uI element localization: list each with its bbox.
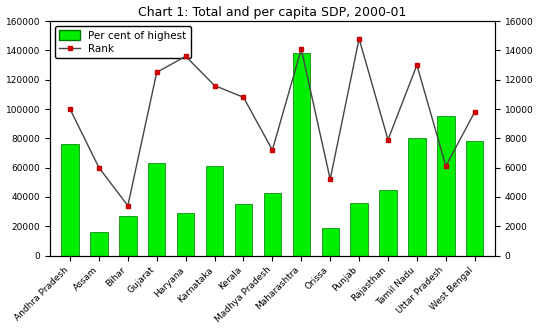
Bar xyxy=(264,192,281,255)
Bar xyxy=(322,228,339,255)
Title: Chart 1: Total and per capita SDP, 2000-01: Chart 1: Total and per capita SDP, 2000-… xyxy=(138,6,406,18)
Bar xyxy=(119,216,136,255)
Bar xyxy=(350,203,368,255)
Bar xyxy=(177,213,195,255)
Bar xyxy=(206,166,223,255)
Legend: Per cent of highest, Rank: Per cent of highest, Rank xyxy=(55,26,191,58)
Bar xyxy=(466,141,483,255)
Bar xyxy=(408,138,426,255)
Bar xyxy=(379,189,397,255)
Bar xyxy=(61,144,79,255)
Bar xyxy=(235,204,252,255)
Bar xyxy=(437,116,454,255)
Bar xyxy=(148,163,165,255)
Bar xyxy=(90,232,108,255)
Bar xyxy=(293,53,310,255)
